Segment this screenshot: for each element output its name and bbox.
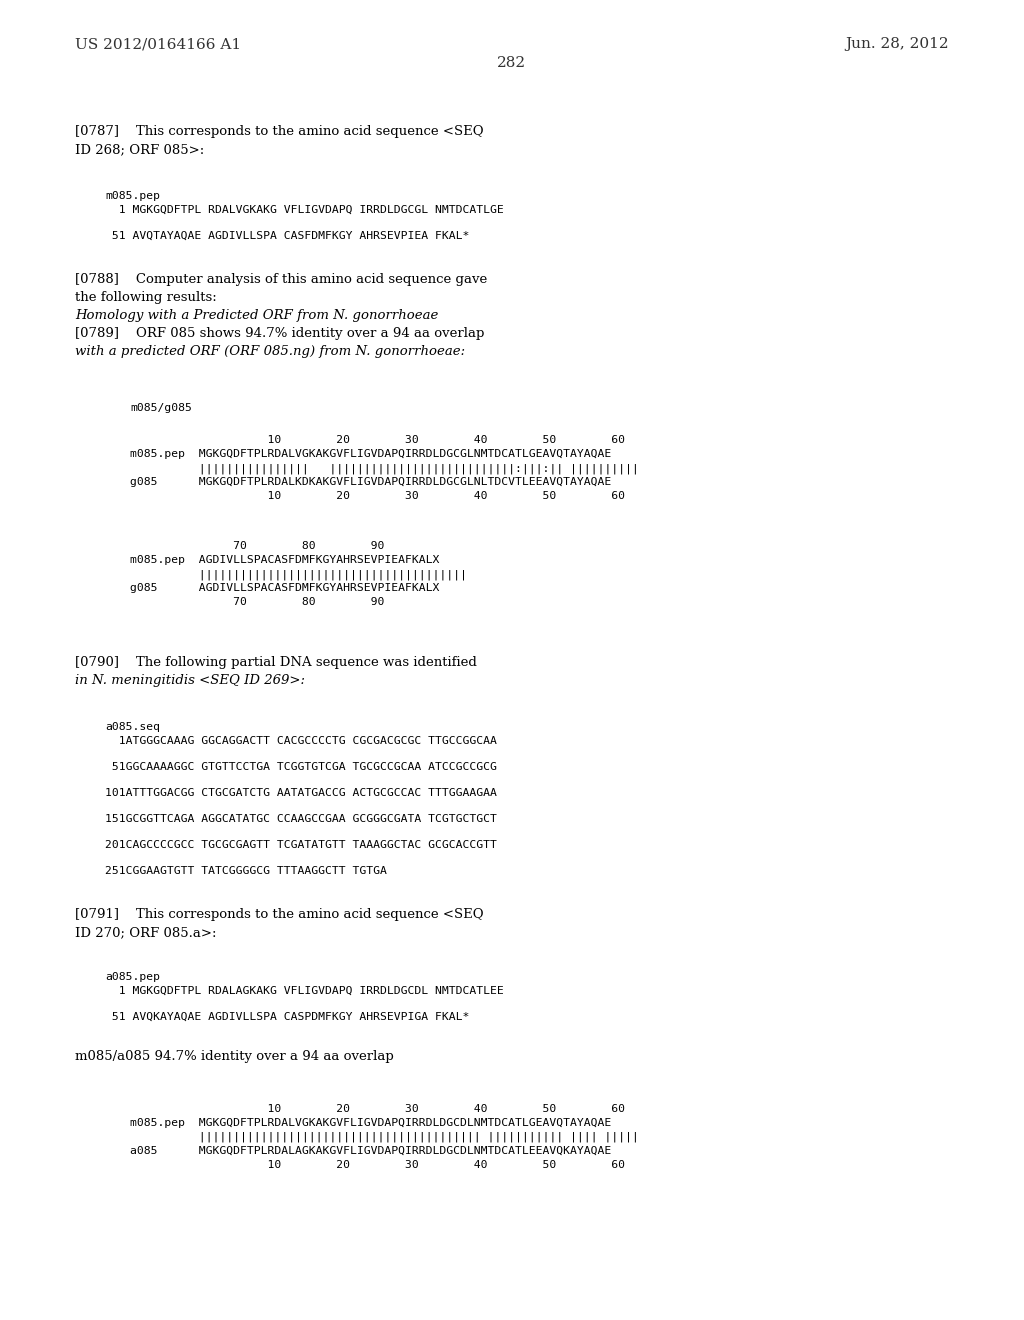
Text: [0787]    This corresponds to the amino acid sequence <SEQ: [0787] This corresponds to the amino aci… [75, 125, 483, 139]
Text: 151GCGGTTCAGA AGGCATATGC CCAAGCCGAA GCGGGCGATA TCGTGCTGCT: 151GCGGTTCAGA AGGCATATGC CCAAGCCGAA GCGG… [105, 814, 497, 824]
Text: 282: 282 [498, 55, 526, 70]
Text: 1 MGKGQDFTPL RDALVGKAKG VFLIGVDAPQ IRRDLDGCGL NMTDCATLGE: 1 MGKGQDFTPL RDALVGKAKG VFLIGVDAPQ IRRDL… [105, 205, 504, 215]
Text: 70        80        90: 70 80 90 [130, 541, 384, 550]
Text: US 2012/0164166 A1: US 2012/0164166 A1 [75, 37, 241, 51]
Text: g085      MGKGQDFTPLRDALKDKAKGVFLIGVDAPQIRRDLDGCGLNLTDCVTLEEAVQTAYAQAE: g085 MGKGQDFTPLRDALKDKAKGVFLIGVDAPQIRRDL… [130, 477, 611, 487]
Text: [0791]    This corresponds to the amino acid sequence <SEQ: [0791] This corresponds to the amino aci… [75, 908, 483, 921]
Text: 51 AVQKAYAQAE AGDIVLLSPA CASPDMFKGY AHRSEVPIGA FKAL*: 51 AVQKAYAQAE AGDIVLLSPA CASPDMFKGY AHRS… [105, 1012, 469, 1022]
Text: in N. meningitidis <SEQ ID 269>:: in N. meningitidis <SEQ ID 269>: [75, 675, 305, 686]
Text: ID 270; ORF 085.a>:: ID 270; ORF 085.a>: [75, 927, 216, 939]
Text: 10        20        30        40        50        60: 10 20 30 40 50 60 [130, 1104, 625, 1114]
Text: Homology with a Predicted ORF from N. gonorrhoeae: Homology with a Predicted ORF from N. go… [75, 309, 438, 322]
Text: 251CGGAAGTGTT TATCGGGGCG TTTAAGGCTT TGTGA: 251CGGAAGTGTT TATCGGGGCG TTTAAGGCTT TGTG… [105, 866, 387, 876]
Text: m085.pep: m085.pep [105, 191, 160, 201]
Text: 51 AVQTAYAQAE AGDIVLLSPA CASFDMFKGY AHRSEVPIEA FKAL*: 51 AVQTAYAQAE AGDIVLLSPA CASFDMFKGY AHRS… [105, 231, 469, 242]
Text: a085      MGKGQDFTPLRDALAGKAKGVFLIGVDAPQIRRDLDGCDLNMTDCATLEEAVQKAYAQAE: a085 MGKGQDFTPLRDALAGKAKGVFLIGVDAPQIRRDL… [130, 1146, 611, 1156]
Text: [0788]    Computer analysis of this amino acid sequence gave: [0788] Computer analysis of this amino a… [75, 273, 487, 286]
Text: ID 268; ORF 085>:: ID 268; ORF 085>: [75, 143, 204, 156]
Text: 101ATTTGGACGG CTGCGATCTG AATATGACCG ACTGCGCCAC TTTGGAAGAA: 101ATTTGGACGG CTGCGATCTG AATATGACCG ACTG… [105, 788, 497, 799]
Text: a085.seq: a085.seq [105, 722, 160, 733]
Text: ||||||||||||||||   |||||||||||||||||||||||||||:|||:|| ||||||||||: |||||||||||||||| |||||||||||||||||||||||… [130, 463, 639, 474]
Text: [0789]    ORF 085 shows 94.7% identity over a 94 aa overlap: [0789] ORF 085 shows 94.7% identity over… [75, 327, 484, 341]
Text: |||||||||||||||||||||||||||||||||||||||: ||||||||||||||||||||||||||||||||||||||| [130, 569, 467, 579]
Text: m085.pep  MGKGQDFTPLRDALVGKAKGVFLIGVDAPQIRRDLDGCDLNMTDCATLGEAVQTAYAQAE: m085.pep MGKGQDFTPLRDALVGKAKGVFLIGVDAPQI… [130, 1118, 611, 1129]
Text: 1ATGGGCAAAG GGCAGGACTT CACGCCCCTG CGCGACGCGC TTGCCGGCAA: 1ATGGGCAAAG GGCAGGACTT CACGCCCCTG CGCGAC… [105, 737, 497, 746]
Text: m085.pep  MGKGQDFTPLRDALVGKAKGVFLIGVDAPQIRRDLDGCGLNMTDCATLGEAVQTAYAQAE: m085.pep MGKGQDFTPLRDALVGKAKGVFLIGVDAPQI… [130, 449, 611, 459]
Text: 10        20        30        40        50        60: 10 20 30 40 50 60 [130, 1160, 625, 1170]
Text: ||||||||||||||||||||||||||||||||||||||||| ||||||||||| |||| |||||: ||||||||||||||||||||||||||||||||||||||||… [130, 1133, 639, 1143]
Text: 51GGCAAAAGGC GTGTTCCTGA TCGGTGTCGA TGCGCCGCAA ATCCGCCGCG: 51GGCAAAAGGC GTGTTCCTGA TCGGTGTCGA TGCGC… [105, 762, 497, 772]
Text: m085/g085: m085/g085 [130, 403, 191, 413]
Text: 10        20        30        40        50        60: 10 20 30 40 50 60 [130, 491, 625, 502]
Text: 70        80        90: 70 80 90 [130, 597, 384, 607]
Text: with a predicted ORF (ORF 085.ng) from N. gonorrhoeae:: with a predicted ORF (ORF 085.ng) from N… [75, 345, 465, 358]
Text: [0790]    The following partial DNA sequence was identified: [0790] The following partial DNA sequenc… [75, 656, 477, 669]
Text: g085      AGDIVLLSPACASFDMFKGYAHRSEVPIEAFKALX: g085 AGDIVLLSPACASFDMFKGYAHRSEVPIEAFKALX [130, 583, 439, 593]
Text: a085.pep: a085.pep [105, 972, 160, 982]
Text: Jun. 28, 2012: Jun. 28, 2012 [846, 37, 949, 51]
Text: the following results:: the following results: [75, 290, 217, 304]
Text: m085/a085 94.7% identity over a 94 aa overlap: m085/a085 94.7% identity over a 94 aa ov… [75, 1049, 394, 1063]
Text: 201CAGCCCCGCC TGCGCGAGTT TCGATATGTT TAAAGGCTAC GCGCACCGTT: 201CAGCCCCGCC TGCGCGAGTT TCGATATGTT TAAA… [105, 840, 497, 850]
Text: 10        20        30        40        50        60: 10 20 30 40 50 60 [130, 436, 625, 445]
Text: 1 MGKGQDFTPL RDALAGKAKG VFLIGVDAPQ IRRDLDGCDL NMTDCATLEE: 1 MGKGQDFTPL RDALAGKAKG VFLIGVDAPQ IRRDL… [105, 986, 504, 997]
Text: m085.pep  AGDIVLLSPACASFDMFKGYAHRSEVPIEAFKALX: m085.pep AGDIVLLSPACASFDMFKGYAHRSEVPIEAF… [130, 554, 439, 565]
